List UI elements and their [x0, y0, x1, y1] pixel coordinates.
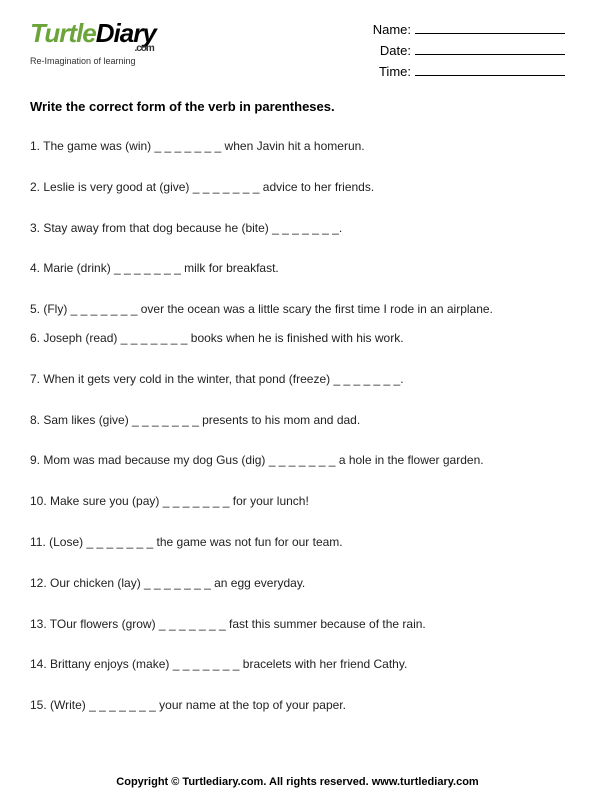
meta-row-date: Date: [363, 41, 565, 58]
question-item: 9. Mom was mad because my dog Gus (dig) … [30, 452, 565, 469]
question-item: 7. When it gets very cold in the winter,… [30, 371, 565, 388]
worksheet-header: TurtleDiary .com Re-Imagination of learn… [30, 20, 565, 79]
question-item: 6. Joseph (read) _ _ _ _ _ _ _ books whe… [30, 330, 565, 347]
logo-tagline: Re-Imagination of learning [30, 56, 156, 66]
question-item: 11. (Lose) _ _ _ _ _ _ _ the game was no… [30, 534, 565, 551]
logo-block: TurtleDiary .com Re-Imagination of learn… [30, 20, 156, 66]
question-item: 14. Brittany enjoys (make) _ _ _ _ _ _ _… [30, 656, 565, 673]
question-item: 10. Make sure you (pay) _ _ _ _ _ _ _ fo… [30, 493, 565, 510]
question-item: 2. Leslie is very good at (give) _ _ _ _… [30, 179, 565, 196]
question-item: 13. TOur flowers (grow) _ _ _ _ _ _ _ fa… [30, 616, 565, 633]
questions-list: 1. The game was (win) _ _ _ _ _ _ _ when… [30, 138, 565, 738]
logo-word1: Turtle [30, 18, 96, 48]
question-item: 3. Stay away from that dog because he (b… [30, 220, 565, 237]
question-item: 5. (Fly) _ _ _ _ _ _ _ over the ocean wa… [30, 301, 565, 318]
question-item: 8. Sam likes (give) _ _ _ _ _ _ _ presen… [30, 412, 565, 429]
date-input-line[interactable] [415, 41, 565, 55]
date-label: Date: [363, 43, 411, 58]
name-label: Name: [363, 22, 411, 37]
time-label: Time: [363, 64, 411, 79]
meta-row-time: Time: [363, 62, 565, 79]
question-item: 1. The game was (win) _ _ _ _ _ _ _ when… [30, 138, 565, 155]
name-input-line[interactable] [415, 20, 565, 34]
time-input-line[interactable] [415, 62, 565, 76]
meta-fields: Name: Date: Time: [363, 20, 565, 79]
logo-main: TurtleDiary .com [30, 20, 156, 54]
question-item: 4. Marie (drink) _ _ _ _ _ _ _ milk for … [30, 260, 565, 277]
instruction-text: Write the correct form of the verb in pa… [30, 99, 565, 114]
question-item: 15. (Write) _ _ _ _ _ _ _ your name at t… [30, 697, 565, 714]
meta-row-name: Name: [363, 20, 565, 37]
footer-copyright: Copyright © Turtlediary.com. All rights … [0, 776, 595, 788]
question-item: 12. Our chicken (lay) _ _ _ _ _ _ _ an e… [30, 575, 565, 592]
